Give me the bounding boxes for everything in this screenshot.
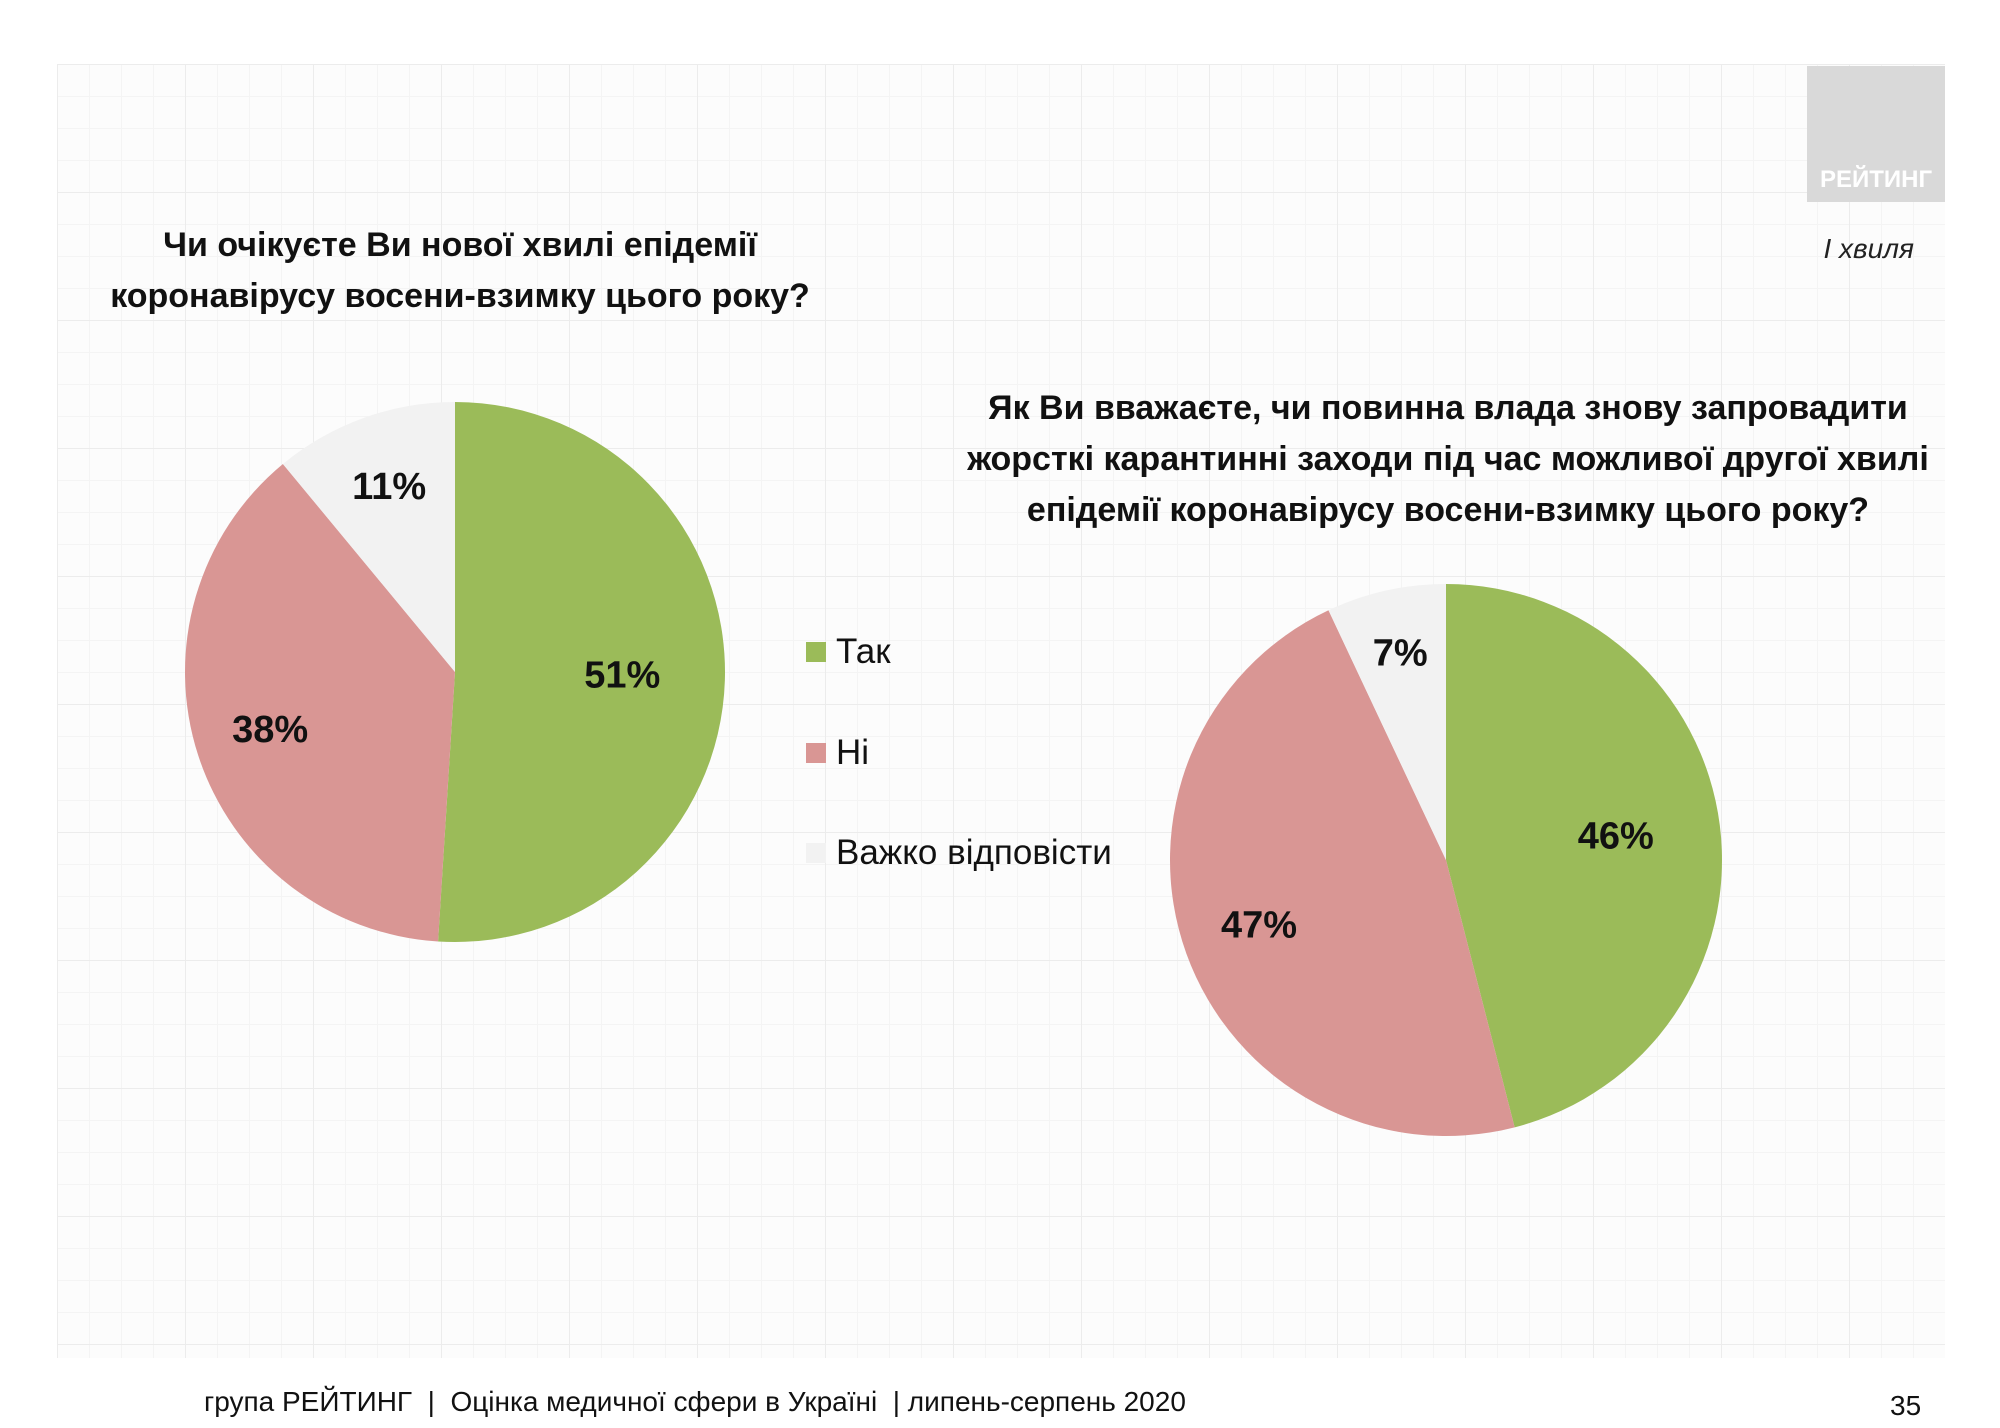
title-line: Чи очікуєте Ви нової хвилі епідемії bbox=[163, 226, 757, 264]
legend-label: Важко відповісти bbox=[836, 833, 1112, 872]
legend-swatch bbox=[806, 642, 826, 662]
pie-2-slice-2 bbox=[1328, 584, 1446, 860]
page-number: 35 bbox=[1890, 1390, 1922, 1421]
legend-label: Так bbox=[836, 632, 891, 671]
pie-1-slice-0 bbox=[438, 402, 726, 942]
legend-item-hard-to-say: Важко відповісти bbox=[806, 833, 1112, 873]
pie-2-data-label: 47% bbox=[1221, 904, 1297, 946]
legend-item-no: Ні bbox=[806, 733, 869, 773]
legend-item-yes: Так bbox=[806, 632, 891, 672]
rating-logo: РЕЙТИНГ bbox=[1807, 66, 1945, 202]
title-line: епідемії коронавірусу восени-взимку цьог… bbox=[1026, 491, 1870, 529]
legend-swatch bbox=[806, 843, 826, 863]
chart-1-title: Чи очікуєте Ви нової хвилі епідемії коро… bbox=[60, 220, 860, 322]
pie-2-slice-1 bbox=[1169, 610, 1515, 1137]
pie-2-data-label: 7% bbox=[1373, 632, 1428, 674]
logo-text: РЕЙТИНГ bbox=[1819, 166, 1933, 193]
pie-1-slice-2 bbox=[282, 402, 455, 672]
pie-1-data-label: 51% bbox=[584, 654, 660, 696]
wave-label: І хвиля bbox=[1823, 233, 1915, 264]
title-line: коронавірусу восени-взимку цього року? bbox=[110, 277, 810, 315]
title-line: Як Ви вважаєте, чи повинна влада знову з… bbox=[988, 389, 1908, 427]
pie-1-data-label: 38% bbox=[232, 709, 308, 751]
chart-2-title: Як Ви вважаєте, чи повинна влада знову з… bbox=[930, 383, 1966, 536]
pie-1-data-label: 11% bbox=[352, 466, 426, 508]
footer: група РЕЙТИНГ | Оцінка медичної сфери в … bbox=[204, 1386, 1186, 1417]
title-line: жорсткі карантинні заходи під час можлив… bbox=[967, 440, 1929, 478]
legend-label: Ні bbox=[836, 733, 870, 772]
pie-2-slice-0 bbox=[1446, 584, 1723, 1128]
pie-1-slice-1 bbox=[184, 463, 455, 942]
pie-2-data-label: 46% bbox=[1578, 816, 1654, 858]
legend-swatch bbox=[806, 743, 826, 763]
